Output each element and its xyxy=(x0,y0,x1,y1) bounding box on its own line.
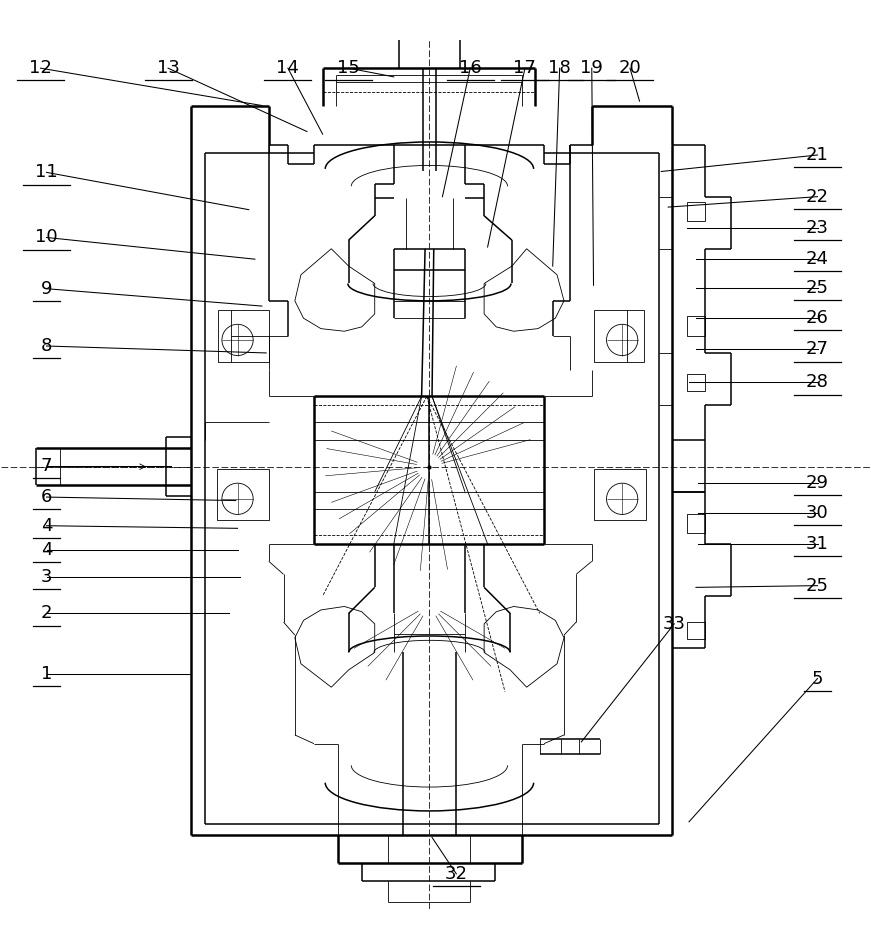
Bar xyxy=(594,470,646,520)
Text: 27: 27 xyxy=(806,341,829,359)
Text: 18: 18 xyxy=(548,59,571,77)
Text: 7: 7 xyxy=(41,456,52,474)
Text: 25: 25 xyxy=(806,279,829,297)
Text: 21: 21 xyxy=(806,146,829,164)
Text: 17: 17 xyxy=(514,59,537,77)
Bar xyxy=(219,309,269,362)
Text: 24: 24 xyxy=(806,251,829,269)
Text: 28: 28 xyxy=(806,374,829,392)
Text: 3: 3 xyxy=(41,568,52,586)
Text: 16: 16 xyxy=(459,59,482,77)
Bar xyxy=(687,513,705,532)
Text: 20: 20 xyxy=(618,59,641,77)
Text: 10: 10 xyxy=(35,229,57,247)
Text: 31: 31 xyxy=(806,535,829,553)
Text: 9: 9 xyxy=(41,280,52,298)
Text: 12: 12 xyxy=(29,59,52,77)
Text: 30: 30 xyxy=(807,504,829,522)
Bar xyxy=(687,374,705,391)
Bar xyxy=(593,309,644,362)
Text: 32: 32 xyxy=(445,865,468,883)
Text: 14: 14 xyxy=(276,59,300,77)
Text: 1: 1 xyxy=(41,665,52,683)
Text: 15: 15 xyxy=(337,59,360,77)
Text: 2: 2 xyxy=(41,605,52,623)
Text: 25: 25 xyxy=(806,577,829,595)
Bar xyxy=(217,470,269,520)
Text: 5: 5 xyxy=(812,670,823,687)
Text: 4: 4 xyxy=(41,516,52,534)
Text: 29: 29 xyxy=(806,474,829,493)
Text: 13: 13 xyxy=(157,59,179,77)
Text: 6: 6 xyxy=(41,488,52,506)
Text: 4: 4 xyxy=(41,541,52,559)
Bar xyxy=(687,202,705,221)
Bar xyxy=(687,623,705,640)
Text: 23: 23 xyxy=(806,219,829,237)
Bar xyxy=(687,316,705,336)
Text: 33: 33 xyxy=(663,615,685,633)
Text: 19: 19 xyxy=(580,59,604,77)
Text: 8: 8 xyxy=(41,337,52,355)
Text: 26: 26 xyxy=(806,309,829,327)
Text: 22: 22 xyxy=(806,188,829,206)
Text: 11: 11 xyxy=(35,163,57,181)
